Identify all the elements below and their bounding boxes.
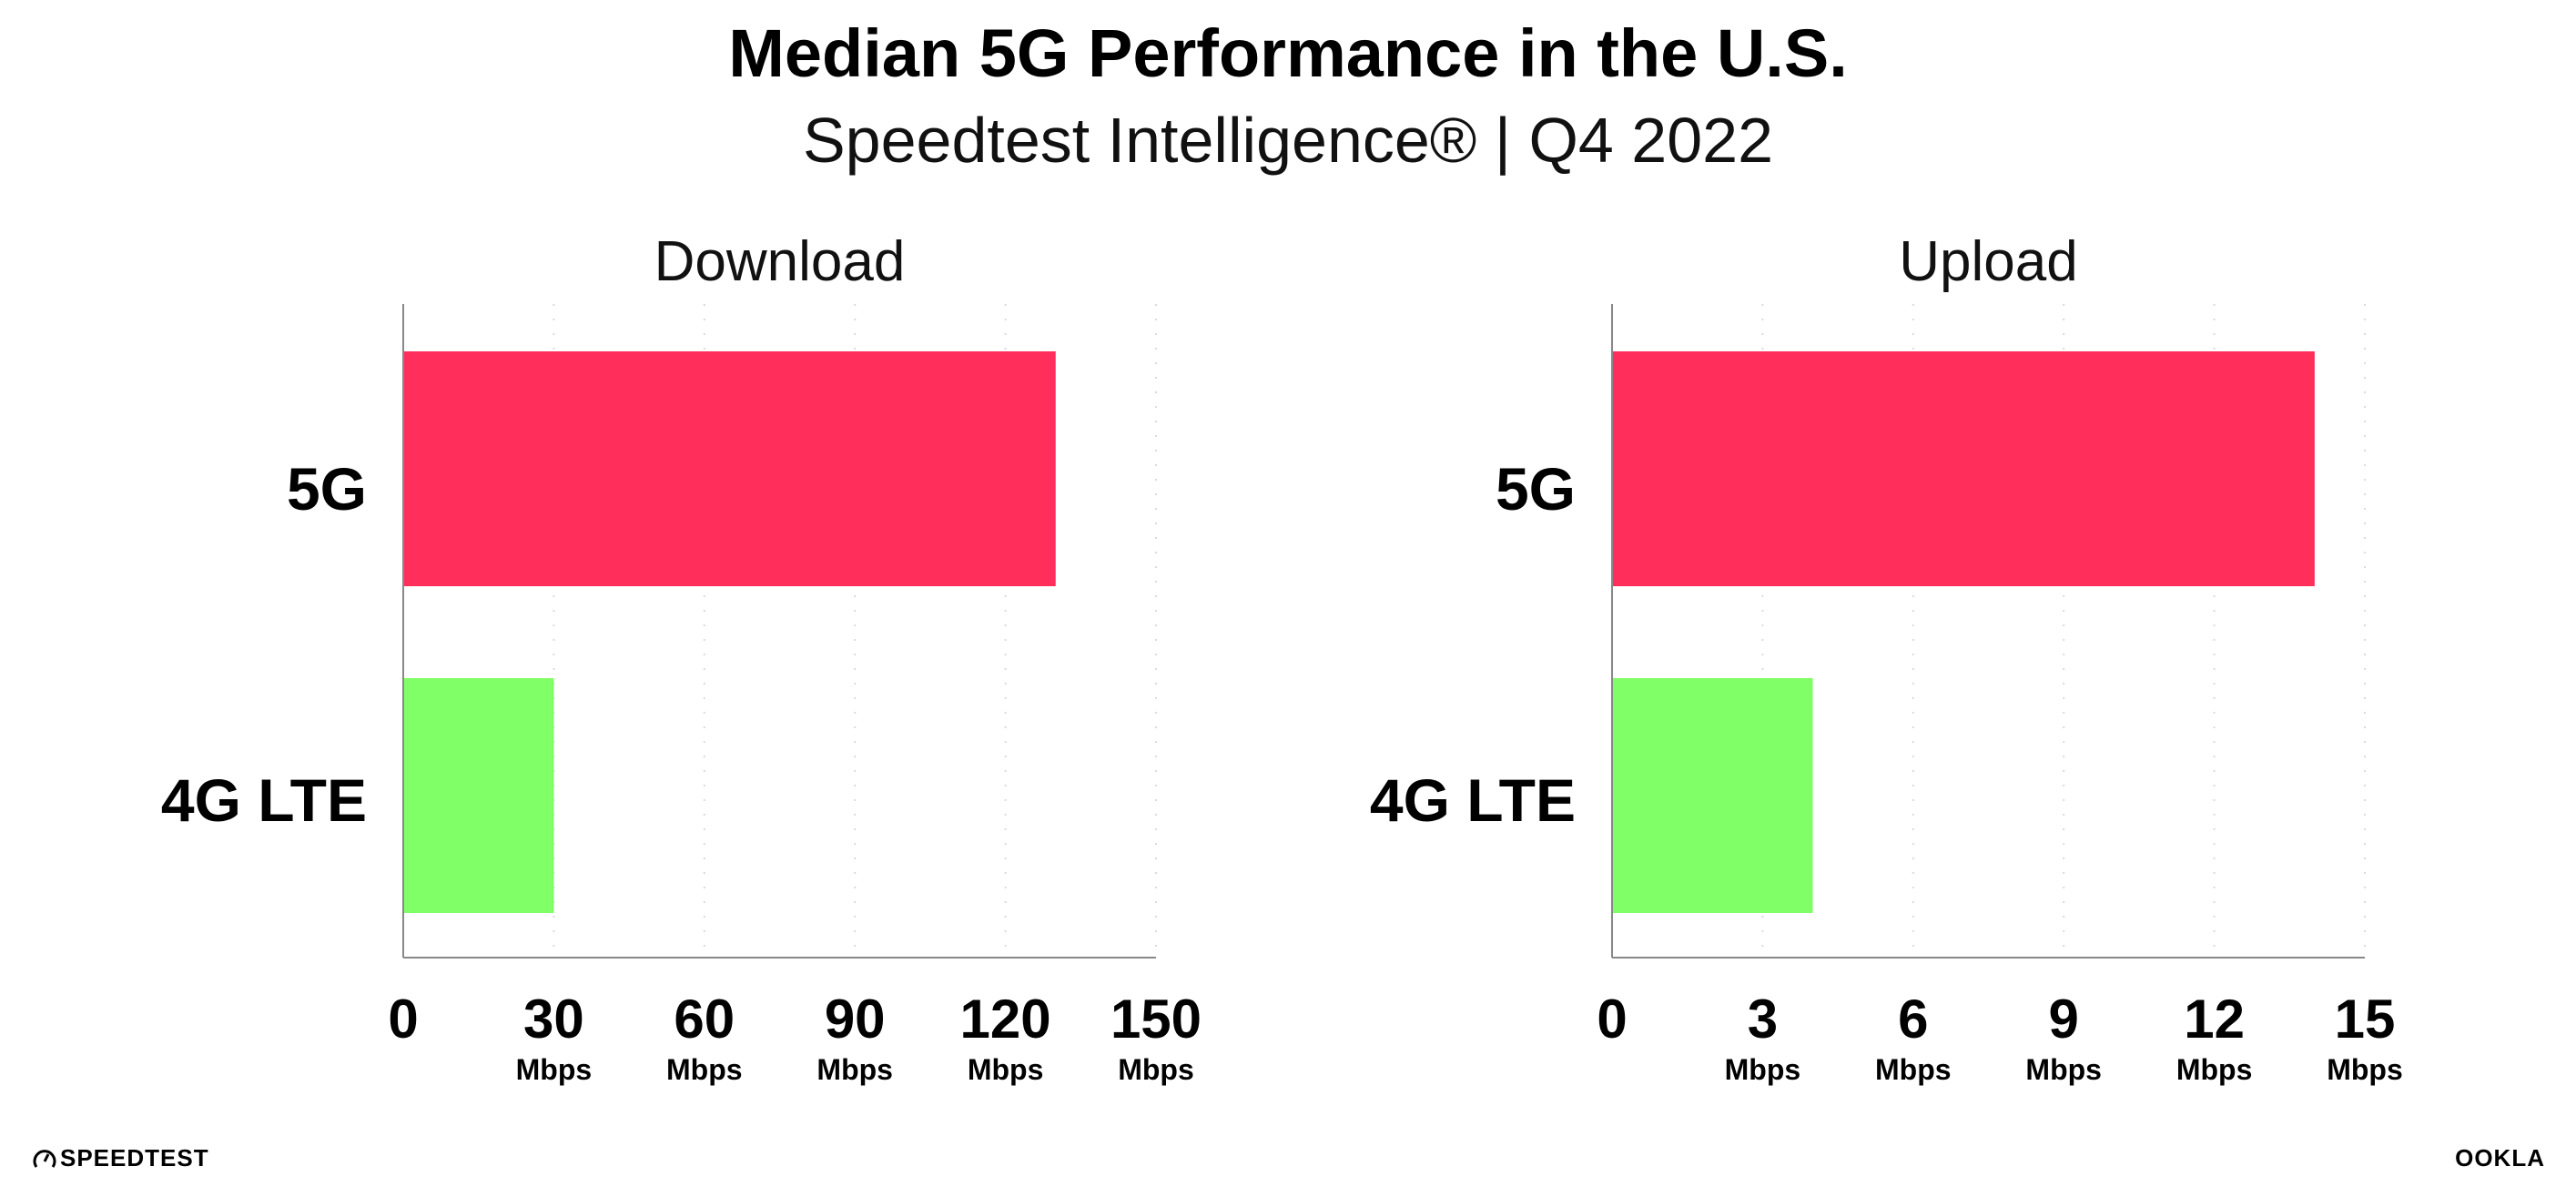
tick-label: 150 [1111,989,1202,1050]
tick-unit-label: Mbps [968,1053,1044,1086]
tick-label: 90 [825,989,886,1050]
bar-5g [1612,351,2315,586]
bar-4g-lte [1612,678,1813,913]
tick-unit-label: Mbps [516,1053,593,1086]
tick-unit-label: Mbps [816,1053,893,1086]
tick-label: 9 [2049,989,2079,1050]
bar-5g [403,351,1056,586]
tick-label: 30 [523,989,584,1050]
category-label: 4G LTE [1370,766,1576,834]
category-label: 5G [1496,455,1576,522]
tick-label: 0 [1597,989,1627,1050]
tick-label: 60 [674,989,735,1050]
tick-unit-label: Mbps [1118,1053,1194,1086]
tick-label: 0 [388,989,418,1050]
speedometer-icon [33,1150,56,1168]
tick-label: 15 [2335,989,2396,1050]
tick-unit-label: Mbps [2327,1053,2403,1086]
tick-label: 12 [2184,989,2245,1050]
tick-label: 120 [960,989,1051,1050]
bar-4g-lte [403,678,554,913]
speedtest-logo-text: SPEEDTEST [60,1144,209,1172]
speedtest-logo: SPEEDTEST [33,1144,209,1172]
panel-title: Download [654,230,906,293]
ookla-logo: OOKLA [2455,1144,2545,1172]
category-label: 4G LTE [161,766,367,834]
tick-unit-label: Mbps [2176,1053,2253,1086]
tick-unit-label: Mbps [2025,1053,2102,1086]
chart-title: Median 5G Performance in the U.S. [728,15,1848,91]
chart-subtitle: Speedtest Intelligence® | Q4 2022 [803,105,1773,176]
tick-unit-label: Mbps [1875,1053,1952,1086]
tick-label: 3 [1748,989,1778,1050]
category-label: 5G [287,455,367,522]
panel-title: Upload [1899,230,2077,293]
tick-unit-label: Mbps [1725,1053,1801,1086]
tick-label: 6 [1898,989,1928,1050]
tick-unit-label: Mbps [666,1053,743,1086]
